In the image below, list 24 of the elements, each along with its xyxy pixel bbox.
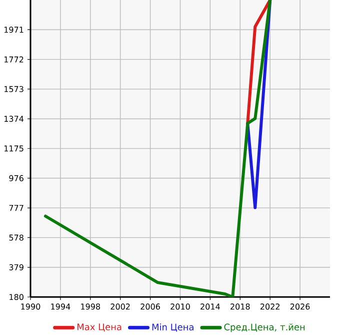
y-tick-label: 777 xyxy=(9,204,24,211)
y-tick-label: 1374 xyxy=(4,116,24,122)
x-tick-label: 2026 xyxy=(290,304,310,310)
x-tick-label: 2022 xyxy=(260,304,280,310)
x-tick-label: 2006 xyxy=(140,304,160,310)
legend-label: Min Цена xyxy=(152,323,194,332)
y-tick-label: 1772 xyxy=(4,56,24,62)
y-tick-label: 1573 xyxy=(4,86,24,92)
y-tick-label: 578 xyxy=(9,234,24,241)
line-series xyxy=(44,0,272,298)
x-tick-label: 1990 xyxy=(21,304,40,310)
y-tick-label: 976 xyxy=(9,175,24,182)
y-tick-label: 180 xyxy=(10,294,24,300)
x-tick-label: 1998 xyxy=(81,304,100,310)
legend-label: Max Цена xyxy=(77,324,122,332)
x-tick-label: 2010 xyxy=(170,304,190,310)
x-tick-label: 2002 xyxy=(110,304,130,310)
y-tick-label: 379 xyxy=(9,264,24,270)
legend-label: Сред.Цена, т.йен xyxy=(224,323,305,332)
y-tick-label: 1971 xyxy=(4,26,24,33)
y-tick-label: 1175 xyxy=(4,146,24,152)
x-tick-label: 2018 xyxy=(230,304,250,310)
x-tick-label: 1994 xyxy=(51,304,70,310)
x-tick-label: 2014 xyxy=(200,304,220,310)
